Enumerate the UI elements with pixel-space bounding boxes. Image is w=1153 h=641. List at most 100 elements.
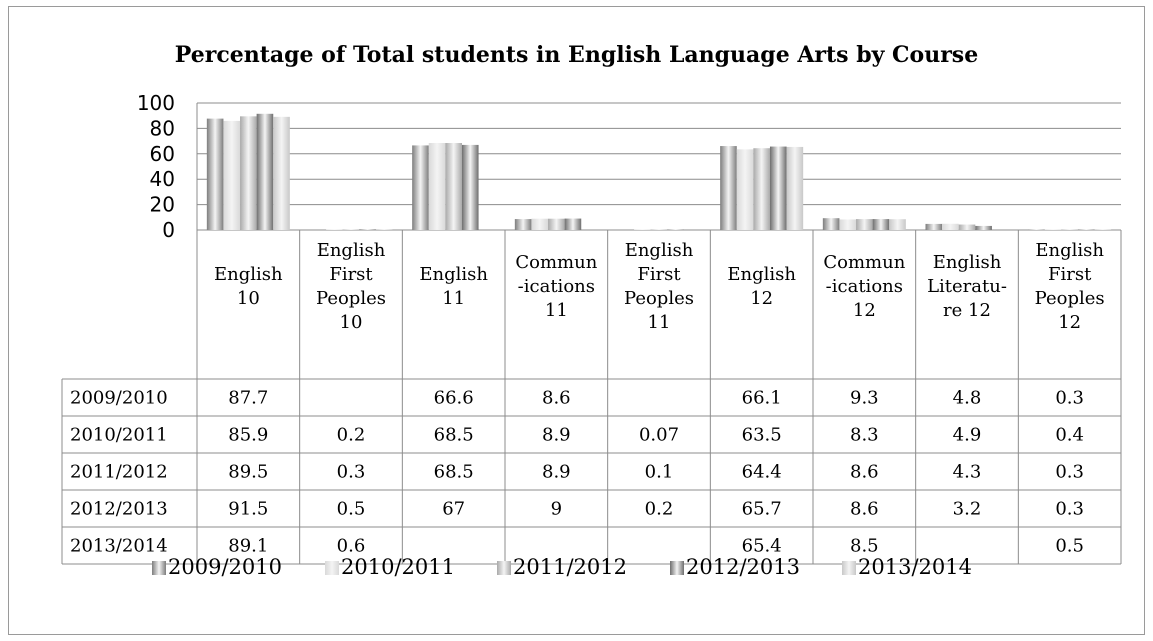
bar: [326, 229, 343, 230]
data-label: 63.5: [742, 425, 782, 446]
legend-swatch: [152, 561, 166, 575]
data-label: 9: [551, 499, 562, 520]
data-label: 8.6: [850, 499, 879, 520]
bar: [428, 143, 446, 230]
category-label: English: [727, 264, 796, 285]
legend-swatch: [325, 561, 339, 575]
category-label: 12: [1058, 312, 1081, 333]
bar: [461, 144, 479, 230]
bar: [958, 224, 976, 230]
chart-frame: [8, 6, 1145, 635]
row-label: 2012/2013: [70, 499, 168, 520]
category-label: 10: [340, 312, 363, 333]
legend-label: 2012/2013: [686, 555, 800, 579]
data-label: 89.1: [228, 536, 268, 557]
data-label: 67: [442, 499, 465, 520]
data-label: 0.3: [1055, 499, 1084, 520]
data-label: 8.6: [542, 388, 571, 409]
row-label: 2013/2014: [70, 536, 168, 557]
bar: [736, 149, 754, 230]
category-label: English: [419, 264, 488, 285]
data-label: 8.6: [850, 462, 879, 483]
bar: [564, 218, 582, 230]
data-label: 4.9: [953, 425, 982, 446]
category-label: First: [1048, 264, 1092, 285]
bar: [720, 146, 737, 230]
data-label: 4.3: [953, 462, 982, 483]
category-label: Peoples: [316, 288, 386, 309]
category-label: 11: [648, 312, 671, 333]
bar: [514, 219, 532, 230]
category-label: 12: [853, 300, 876, 321]
category-label: Commun: [515, 252, 597, 273]
data-label: 68.5: [434, 425, 474, 446]
category-label: English: [1035, 240, 1104, 261]
bar: [206, 118, 224, 230]
category-label: English: [317, 240, 386, 261]
bar: [240, 116, 257, 230]
bar: [942, 223, 959, 230]
legend-label: 2011/2012: [513, 555, 627, 579]
category-label: English: [214, 264, 283, 285]
data-label: 66.6: [434, 388, 474, 409]
bar: [223, 120, 241, 230]
category-label: 10: [237, 288, 260, 309]
data-label: 85.9: [228, 425, 268, 446]
category-label: First: [637, 264, 681, 285]
row-label: 2009/2010: [70, 388, 168, 409]
data-label: 0.6: [337, 536, 366, 557]
bar: [531, 218, 549, 230]
data-label: 65.4: [742, 536, 782, 557]
data-label: 64.4: [742, 462, 782, 483]
bar: [975, 225, 992, 230]
bar: [342, 229, 360, 230]
category-label: First: [329, 264, 373, 285]
data-label: 65.7: [742, 499, 782, 520]
bar: [1094, 229, 1112, 230]
data-label: 9.3: [850, 388, 879, 409]
bar: [650, 229, 668, 230]
y-tick-label: 60: [150, 142, 175, 166]
bar: [1028, 229, 1045, 230]
legend-swatch: [670, 561, 684, 575]
bar: [822, 218, 840, 230]
bar: [889, 219, 906, 230]
bar: [375, 229, 393, 230]
bar: [769, 146, 787, 230]
data-label: 68.5: [434, 462, 474, 483]
bar: [856, 219, 873, 230]
y-tick-label: 20: [150, 193, 175, 217]
y-tick-label: 80: [150, 116, 175, 140]
data-label: 0.3: [337, 462, 366, 483]
bar: [548, 218, 565, 230]
category-label: Peoples: [1035, 288, 1105, 309]
data-label: 0.5: [1055, 536, 1084, 557]
data-label: 0.4: [1055, 425, 1084, 446]
data-label: 89.5: [228, 462, 268, 483]
y-tick-label: 100: [137, 91, 175, 115]
bar: [256, 113, 274, 230]
category-label: Peoples: [624, 288, 694, 309]
data-label: 8.5: [850, 536, 879, 557]
legend-swatch: [842, 561, 856, 575]
data-label: 4.8: [953, 388, 982, 409]
category-label: Literatu-: [927, 276, 1007, 297]
data-label: 8.3: [850, 425, 879, 446]
bar: [1044, 229, 1062, 230]
legend-swatch: [497, 561, 511, 575]
bar: [634, 229, 651, 230]
bar: [925, 223, 943, 230]
category-label: 11: [545, 300, 568, 321]
legend-label: 2010/2011: [341, 555, 455, 579]
data-label: 66.1: [742, 388, 782, 409]
bar: [753, 148, 770, 230]
legend-label: 2013/2014: [858, 555, 972, 579]
data-label: 0.07: [639, 425, 679, 446]
data-label: 0.2: [645, 499, 674, 520]
bar: [412, 145, 429, 230]
bar: [786, 146, 804, 230]
row-label: 2010/2011: [70, 425, 168, 446]
row-label: 2011/2012: [70, 462, 168, 483]
category-label: 12: [750, 288, 773, 309]
